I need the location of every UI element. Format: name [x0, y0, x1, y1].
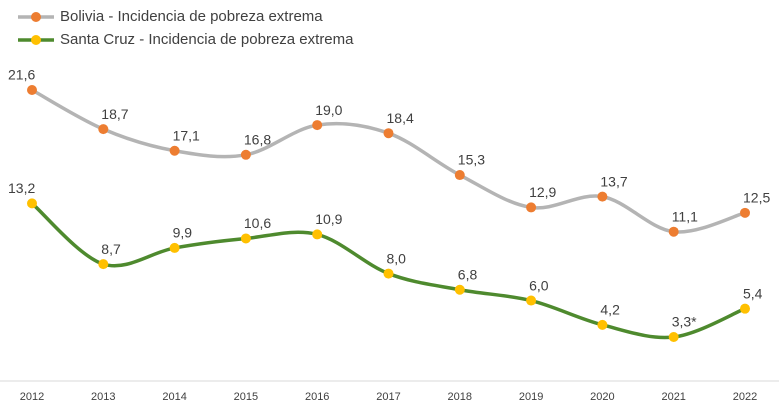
data-point — [383, 268, 394, 279]
data-label: 5,4 — [743, 285, 763, 301]
data-point — [240, 233, 251, 244]
data-point — [454, 170, 465, 181]
legend-label: Santa Cruz - Incidencia de pobreza extre… — [60, 31, 354, 48]
data-label: 13,7 — [600, 173, 627, 189]
data-label: 13,2 — [8, 180, 35, 196]
x-tick-label: 2013 — [91, 391, 115, 403]
data-label: 8,7 — [101, 241, 121, 257]
data-label: 17,1 — [173, 127, 200, 143]
data-label: 15,3 — [458, 152, 485, 168]
x-tick-label: 2012 — [20, 391, 44, 403]
data-label: 8,0 — [387, 250, 407, 266]
x-tick-label: 2019 — [519, 391, 543, 403]
data-point — [597, 191, 608, 202]
data-point — [98, 259, 109, 270]
data-label: 4,2 — [600, 302, 620, 318]
legend-marker — [31, 35, 41, 45]
data-point — [169, 242, 180, 253]
x-tick-label: 2022 — [733, 391, 757, 403]
x-tick-label: 2015 — [234, 391, 258, 403]
data-label: 11,1 — [672, 208, 698, 224]
data-label: 12,5 — [743, 190, 770, 206]
legend-label: Bolivia - Incidencia de pobreza extrema — [60, 8, 323, 25]
data-label: 12,9 — [529, 184, 556, 200]
data-point — [740, 207, 750, 218]
x-tick-label: 2017 — [376, 391, 400, 403]
data-label: 9,9 — [173, 225, 193, 241]
x-tick-label: 2018 — [448, 391, 472, 403]
data-label: 10,6 — [244, 215, 271, 231]
data-point — [668, 226, 679, 237]
data-label: 6,0 — [529, 277, 549, 293]
x-tick-label: 2014 — [162, 391, 186, 403]
data-point — [454, 284, 465, 295]
data-point — [27, 85, 37, 95]
data-point — [27, 198, 37, 209]
data-point — [526, 295, 537, 306]
data-point — [597, 319, 608, 330]
data-point — [312, 120, 323, 131]
x-tick-label: 2020 — [590, 391, 614, 403]
data-label: 18,7 — [101, 106, 128, 122]
data-point — [169, 145, 180, 156]
data-point — [312, 229, 323, 240]
data-point — [740, 303, 750, 314]
data-label: 6,8 — [458, 266, 478, 282]
data-point — [240, 149, 251, 160]
data-label: 3,3* — [672, 314, 697, 330]
data-point — [383, 128, 394, 139]
x-tick-label: 2016 — [305, 391, 329, 403]
data-label: 18,4 — [387, 110, 414, 126]
data-point — [668, 332, 679, 342]
data-point — [98, 124, 109, 135]
legend-marker — [31, 12, 41, 22]
data-label: 16,8 — [244, 131, 271, 147]
data-label: 10,9 — [315, 211, 342, 227]
data-point — [526, 202, 537, 213]
data-label: 21,6 — [8, 67, 35, 83]
x-tick-label: 2021 — [661, 391, 685, 403]
data-label: 19,0 — [315, 102, 342, 118]
